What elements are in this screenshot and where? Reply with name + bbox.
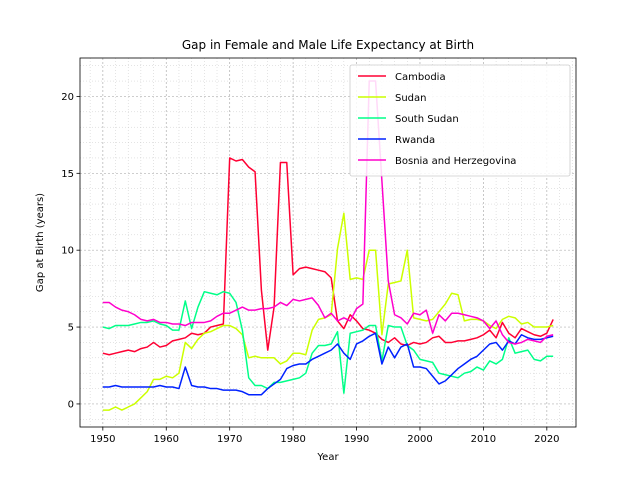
y-tick-label: 20 — [61, 92, 74, 103]
x-tick-label: 2010 — [471, 434, 496, 445]
series-line-rwanda — [102, 332, 554, 396]
x-tick-label: 2020 — [534, 434, 559, 445]
series-line-cambodia — [102, 157, 554, 356]
series-line-bosnia-and-herzegovina — [102, 80, 554, 345]
legend-label-sudan: Sudan — [395, 93, 427, 104]
x-tick-label: 1990 — [344, 434, 369, 445]
y-tick-label: 5 — [68, 323, 74, 334]
x-tick-label: 2000 — [407, 434, 432, 445]
chart-title: Gap in Female and Male Life Expectancy a… — [182, 38, 474, 52]
legend: Cambodia Sudan South Sudan Rwanda Bosnia and… — [349, 64, 571, 177]
legend-label-rwanda: Rwanda — [395, 135, 435, 146]
x-tick-label: 1960 — [154, 434, 179, 445]
y-tick-label: 0 — [68, 399, 74, 410]
x-tick-label: 1980 — [280, 434, 305, 445]
x-tick-label: 1970 — [217, 434, 242, 445]
plot-area-frame — [79, 57, 577, 428]
series-line-south-sudan — [102, 290, 554, 394]
legend-label-south-sudan: South Sudan — [395, 114, 459, 125]
series-lines — [102, 80, 554, 411]
legend-box — [349, 64, 571, 177]
legend-label-bosnia-and-herzegovina: Bosnia and Herzegovina — [395, 156, 516, 167]
x-tick-label: 1950 — [90, 434, 115, 445]
legend-label-cambodia: Cambodia — [395, 72, 446, 83]
axis-ticks: 1950 1960 1970 1980 1990 2000 2010 2020 0 5 10 15 20 — [61, 92, 559, 445]
y-tick-label: 10 — [61, 246, 74, 257]
y-axis-title: Gap at Birth (years) — [35, 193, 46, 292]
y-tick-label: 15 — [61, 169, 74, 180]
x-axis-title: Year — [316, 452, 339, 463]
